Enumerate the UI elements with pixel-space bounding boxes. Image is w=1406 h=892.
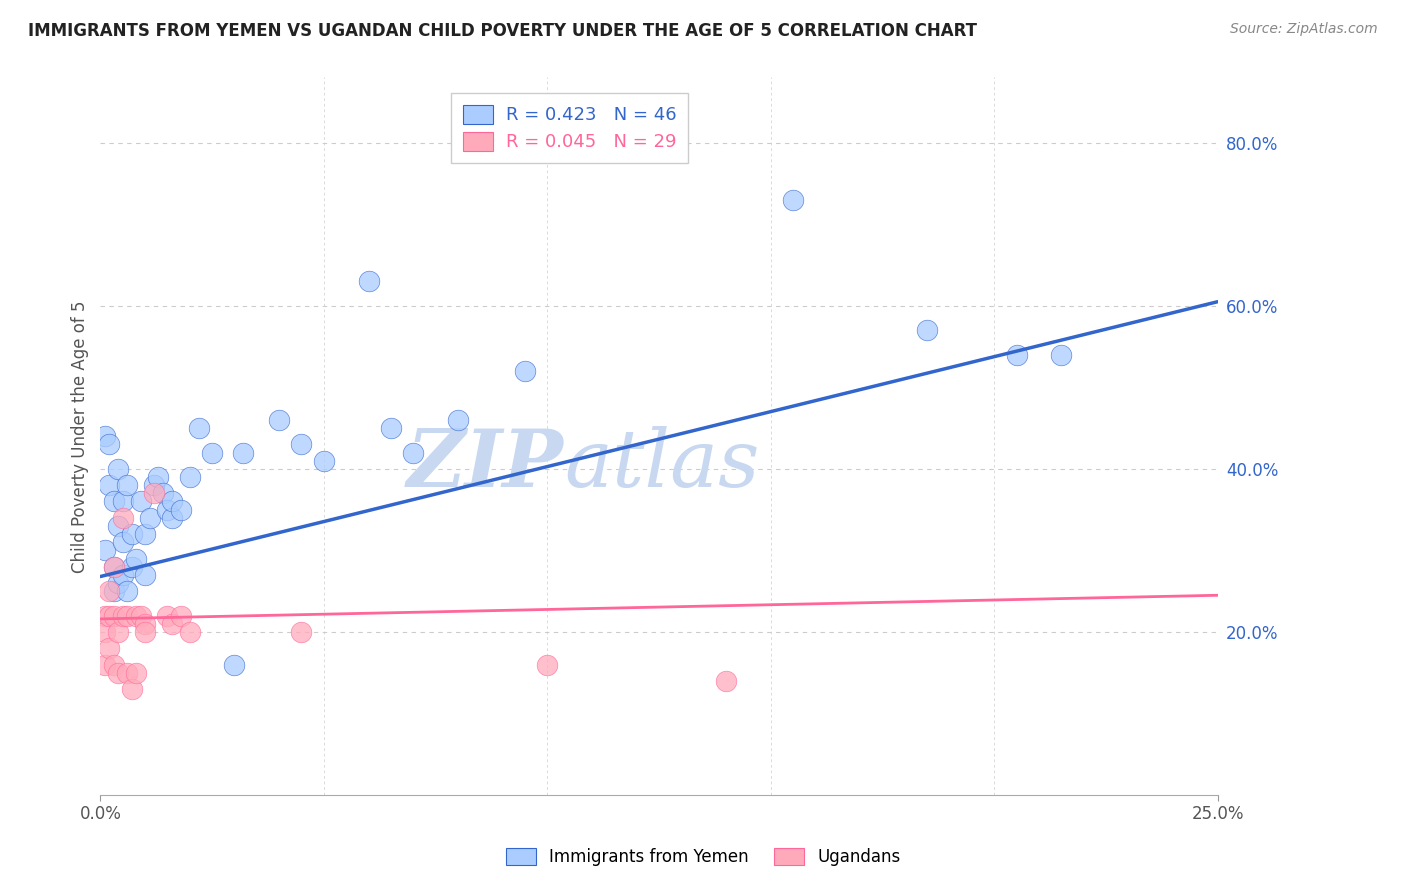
Point <box>714 673 737 688</box>
Point <box>269 413 291 427</box>
Point <box>98 478 121 492</box>
Point <box>115 478 138 492</box>
Point <box>121 559 143 574</box>
Point <box>111 535 134 549</box>
Point <box>156 608 179 623</box>
Point <box>107 462 129 476</box>
Text: ZIP: ZIP <box>408 426 564 504</box>
Point <box>179 470 201 484</box>
Point <box>125 551 148 566</box>
Point <box>111 510 134 524</box>
Point <box>111 567 134 582</box>
Point <box>134 567 156 582</box>
Point <box>107 519 129 533</box>
Point <box>782 193 804 207</box>
Point <box>290 437 312 451</box>
Point <box>103 608 125 623</box>
Text: atlas: atlas <box>564 426 759 504</box>
Point <box>107 576 129 591</box>
Point <box>107 624 129 639</box>
Point <box>121 681 143 696</box>
Point <box>1005 348 1028 362</box>
Point <box>201 445 224 459</box>
Point <box>187 421 209 435</box>
Point <box>98 641 121 656</box>
Point <box>107 665 129 680</box>
Point <box>179 624 201 639</box>
Legend: Immigrants from Yemen, Ugandans: Immigrants from Yemen, Ugandans <box>498 840 908 875</box>
Point <box>290 624 312 639</box>
Point <box>170 608 193 623</box>
Point <box>103 559 125 574</box>
Point <box>143 486 166 500</box>
Point <box>98 608 121 623</box>
Point <box>121 527 143 541</box>
Point <box>98 584 121 599</box>
Point <box>103 584 125 599</box>
Y-axis label: Child Poverty Under the Age of 5: Child Poverty Under the Age of 5 <box>72 300 89 573</box>
Point <box>94 657 117 672</box>
Point <box>125 665 148 680</box>
Point <box>134 616 156 631</box>
Point <box>134 527 156 541</box>
Point <box>103 657 125 672</box>
Point <box>129 608 152 623</box>
Point <box>447 413 470 427</box>
Point <box>115 584 138 599</box>
Text: IMMIGRANTS FROM YEMEN VS UGANDAN CHILD POVERTY UNDER THE AGE OF 5 CORRELATION CH: IMMIGRANTS FROM YEMEN VS UGANDAN CHILD P… <box>28 22 977 40</box>
Point <box>111 608 134 623</box>
Point <box>160 494 183 508</box>
Point <box>98 437 121 451</box>
Point <box>134 624 156 639</box>
Point <box>402 445 425 459</box>
Point <box>103 494 125 508</box>
Point <box>160 510 183 524</box>
Point <box>138 510 160 524</box>
Point <box>170 502 193 516</box>
Point <box>129 494 152 508</box>
Point <box>125 608 148 623</box>
Point <box>380 421 402 435</box>
Point <box>111 494 134 508</box>
Point <box>103 559 125 574</box>
Point <box>148 470 170 484</box>
Point <box>513 364 536 378</box>
Point <box>232 445 254 459</box>
Point <box>94 624 117 639</box>
Point <box>160 616 183 631</box>
Point <box>224 657 246 672</box>
Text: Source: ZipAtlas.com: Source: ZipAtlas.com <box>1230 22 1378 37</box>
Point <box>152 486 174 500</box>
Point <box>156 502 179 516</box>
Point <box>357 274 380 288</box>
Point <box>115 608 138 623</box>
Point <box>1050 348 1073 362</box>
Point <box>536 657 558 672</box>
Point <box>115 665 138 680</box>
Legend: R = 0.423   N = 46, R = 0.045   N = 29: R = 0.423 N = 46, R = 0.045 N = 29 <box>451 93 689 163</box>
Point <box>915 323 938 337</box>
Point <box>94 543 117 558</box>
Point <box>94 429 117 443</box>
Point <box>143 478 166 492</box>
Point <box>94 608 117 623</box>
Point <box>312 453 335 467</box>
